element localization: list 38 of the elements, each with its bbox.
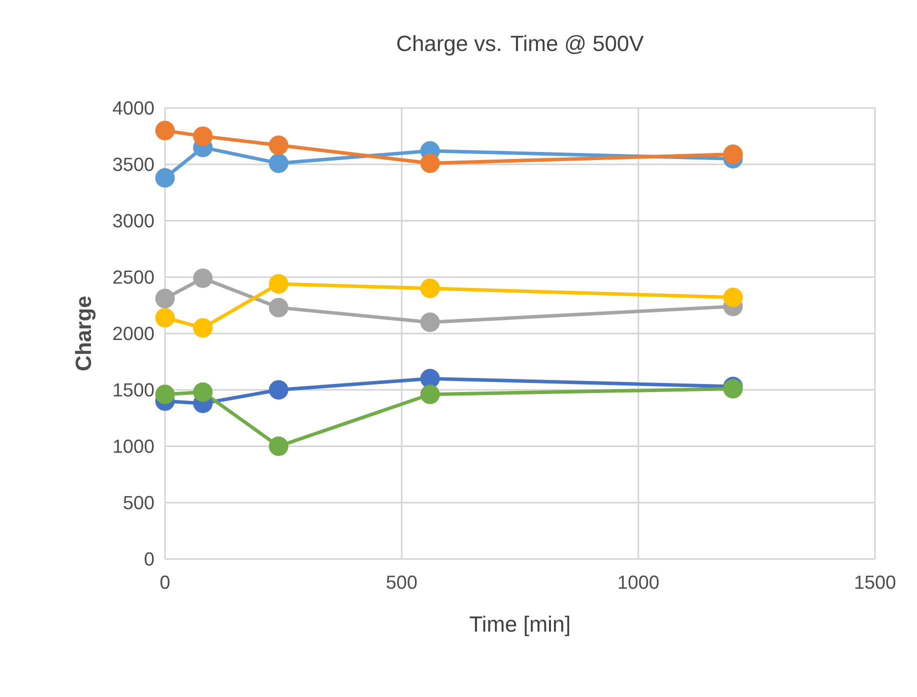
y-tick-label: 2500: [113, 270, 154, 284]
y-tick-label: 4000: [112, 101, 154, 115]
point: [268, 274, 288, 294]
chart-title: Charge vs. Time @ 500V: [397, 35, 644, 56]
y-tick-label: 3000: [113, 214, 154, 228]
point: [193, 268, 213, 288]
x-tick-label: 1000: [618, 576, 659, 589]
point: [420, 312, 440, 332]
x-axis-title: Time [min]: [470, 616, 570, 636]
y-tick-label: 500: [124, 496, 154, 510]
point: [155, 168, 175, 188]
point: [155, 120, 175, 140]
point: [193, 126, 213, 146]
point: [268, 135, 288, 155]
x-tick-label: 500: [386, 576, 417, 589]
point: [420, 368, 440, 388]
x-tick-label: 0: [160, 576, 170, 589]
y-tick-label: 3500: [113, 158, 154, 172]
point: [723, 288, 743, 308]
y-tick-label: 0: [144, 552, 154, 566]
y-tick-label: 1000: [114, 440, 154, 453]
point: [155, 384, 175, 404]
point: [155, 308, 175, 328]
point: [268, 380, 288, 400]
point: [193, 382, 213, 402]
point: [420, 384, 440, 404]
x-tick-label: 1500: [855, 576, 896, 589]
y-tick-label: 2000: [113, 326, 154, 340]
point: [155, 288, 175, 308]
point: [723, 144, 743, 164]
point: [268, 298, 288, 318]
point: [420, 153, 440, 173]
point: [420, 278, 440, 298]
y-axis-title: Charge: [75, 296, 96, 370]
point: [268, 153, 288, 173]
point: [193, 318, 213, 338]
point: [268, 436, 288, 456]
y-tick-label: 1500: [114, 383, 154, 397]
